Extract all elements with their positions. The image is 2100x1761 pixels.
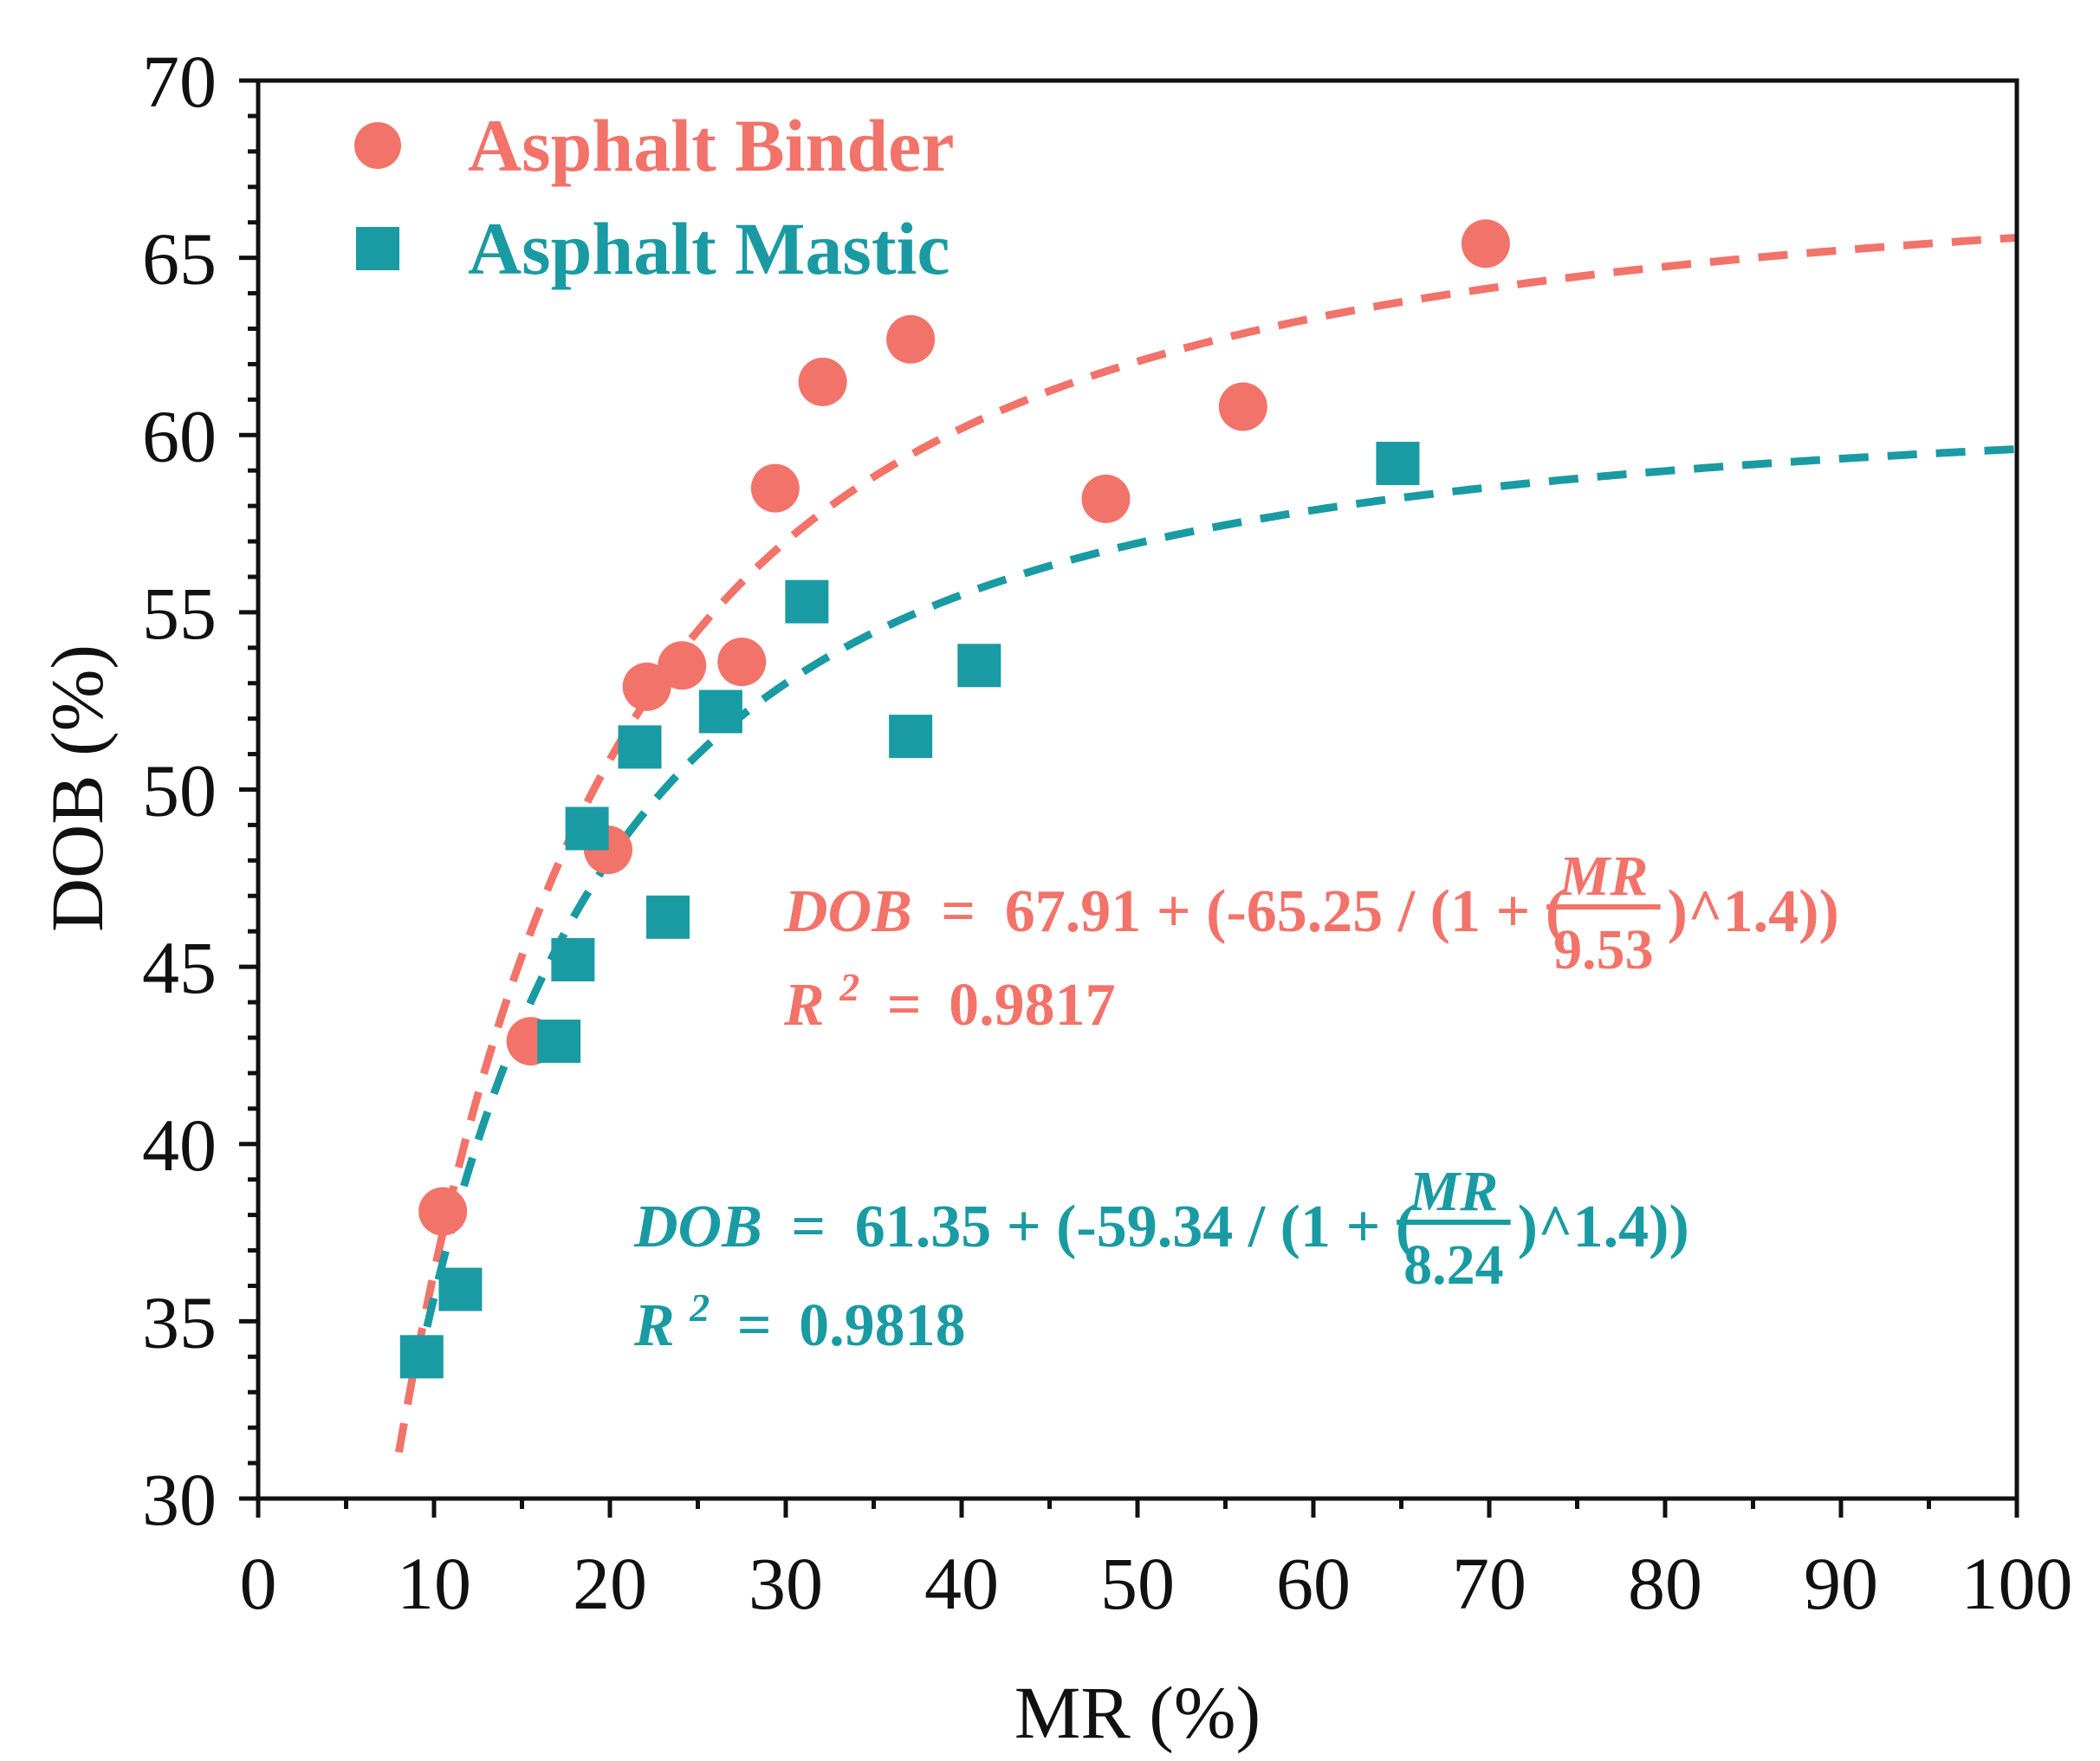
mastic-eq-fraction-bar: [1397, 1220, 1511, 1225]
mastic-point: [438, 1267, 483, 1311]
x-tick-label: 100: [1961, 1542, 2073, 1625]
binder-point: [658, 641, 707, 690]
mastic-eq-pre: 61.35 + (-59.34 / (1 + (: [855, 1194, 1416, 1260]
binder-eq-numerator: MR: [1559, 845, 1649, 908]
mastic-point: [698, 690, 742, 734]
binder-equation: DOB = 67.91 + (-65.25 / (1 + ( MR 9.53 )…: [783, 845, 1839, 1039]
mastic-point: [537, 1020, 581, 1064]
y-tick-label: 40: [142, 1104, 217, 1187]
binder-r2-sup: 2: [839, 965, 859, 1009]
mastic-equation: DOB = 61.35 + (-59.34 / (1 + ( MR 8.24 )…: [633, 1160, 1689, 1359]
mastic-eq-sign: =: [791, 1194, 826, 1260]
mastic-r2-value: 0.9818: [799, 1292, 966, 1359]
x-tick-label: 30: [749, 1542, 823, 1625]
binder-point: [886, 314, 936, 364]
mastic-r2-label: R: [633, 1292, 675, 1359]
mastic-point: [785, 579, 829, 624]
axis-ticks: 0 10 20 30 40 50 60 70 80 90 100 30 35 40 45 50 55 60 65 70: [142, 40, 2073, 1625]
mastic-point: [618, 725, 662, 769]
mastic-eq-denominator: 8.24: [1403, 1233, 1504, 1297]
legend: Asphalt Binder Asphalt Mastic: [354, 104, 955, 290]
legend-mastic-marker: [356, 227, 399, 270]
mastic-point: [1376, 441, 1420, 485]
mastic-eq-lhs: DOB: [633, 1194, 762, 1260]
x-tick-label: 50: [1100, 1542, 1175, 1625]
mastic-point: [645, 895, 690, 939]
y-tick-label: 45: [142, 926, 217, 1009]
binder-eq-post: )^1.4)): [1668, 878, 1839, 945]
y-tick-label: 35: [142, 1280, 217, 1363]
x-tick-label: 0: [240, 1542, 277, 1625]
mastic-r2-sign: =: [737, 1292, 772, 1359]
x-tick-label: 10: [397, 1542, 471, 1625]
binder-point: [1461, 219, 1510, 269]
x-tick-label: 70: [1452, 1542, 1526, 1625]
mastic-point: [399, 1335, 444, 1379]
legend-binder-marker: [354, 122, 401, 169]
x-tick-label: 90: [1804, 1542, 1878, 1625]
legend-mastic-label: Asphalt Mastic: [468, 207, 950, 290]
mastic-fit-curve: [412, 445, 2018, 1376]
binder-eq-fraction-bar: [1546, 904, 1661, 910]
mastic-r2-sup: 2: [689, 1285, 710, 1330]
legend-binder-label: Asphalt Binder: [468, 104, 955, 187]
x-tick-label: 20: [573, 1542, 647, 1625]
mastic-point: [889, 715, 933, 759]
data-points: [399, 219, 1510, 1379]
binder-r2-sign: =: [887, 972, 922, 1039]
mastic-point: [551, 937, 595, 981]
mastic-eq-numerator: MR: [1409, 1160, 1499, 1223]
mastic-eq-post: )^1.4)): [1518, 1194, 1689, 1260]
binder-point: [750, 463, 800, 513]
x-tick-label: 80: [1628, 1542, 1702, 1625]
binder-equation-line: DOB = 67.91 + (-65.25 / (1 + (: [783, 878, 1565, 945]
binder-point: [622, 662, 671, 711]
binder-point: [418, 1187, 468, 1236]
binder-r2-value: 0.9817: [949, 972, 1116, 1039]
binder-eq-lhs: DOB: [783, 878, 912, 945]
binder-point: [798, 357, 847, 406]
mastic-point: [957, 644, 1001, 688]
binder-eq-denominator: 9.53: [1553, 918, 1654, 981]
mastic-equation-line: DOB = 61.35 + (-59.34 / (1 + (: [633, 1194, 1416, 1260]
binder-point: [717, 638, 767, 687]
binder-point: [1218, 382, 1267, 431]
y-tick-label: 65: [142, 217, 217, 301]
binder-point: [1081, 474, 1131, 523]
y-tick-label: 50: [142, 749, 217, 832]
x-tick-label: 60: [1276, 1542, 1351, 1625]
y-tick-label: 30: [142, 1458, 217, 1541]
y-tick-label: 60: [142, 394, 217, 477]
y-tick-label: 70: [142, 40, 217, 123]
y-tick-label: 55: [142, 572, 217, 655]
binder-eq-pre: 67.91 + (-65.25 / (1 + (: [1005, 878, 1565, 945]
mastic-point: [565, 806, 609, 851]
mastic-r2-line: R 2 = 0.9818: [633, 1268, 966, 1359]
x-tick-label: 40: [924, 1542, 999, 1625]
binder-eq-sign: =: [941, 878, 975, 945]
x-axis-title: MR (%): [1014, 1671, 1261, 1754]
y-axis-title: DOB (%): [36, 644, 119, 932]
binder-r2-label: R: [783, 972, 825, 1039]
binder-r2-line: R 2 = 0.9817: [783, 948, 1116, 1039]
